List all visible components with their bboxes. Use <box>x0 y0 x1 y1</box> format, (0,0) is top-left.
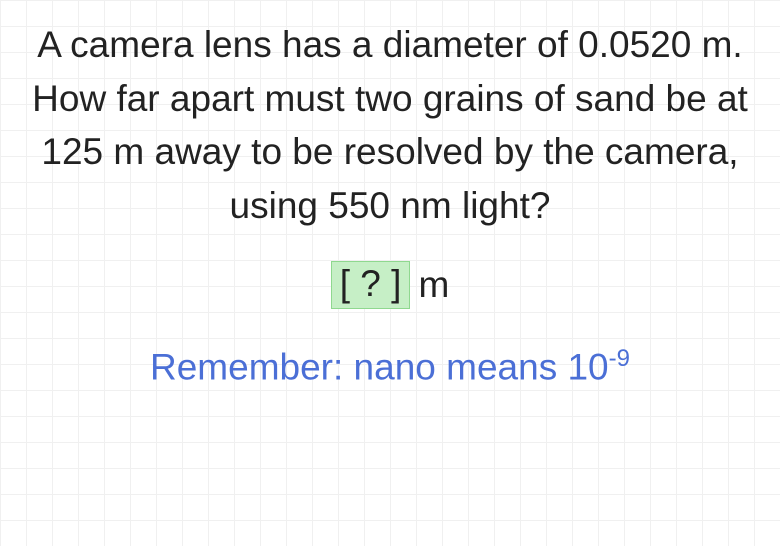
hint-text: Remember: nano means 10-9 <box>150 345 630 388</box>
hint-exponent: -9 <box>609 345 630 372</box>
answer-unit: m <box>418 264 449 306</box>
hint-prefix: Remember: nano means 10 <box>150 346 609 387</box>
answer-input-box[interactable]: [ ? ] <box>331 261 411 309</box>
question-text: A camera lens has a diameter of 0.0520 m… <box>10 18 770 233</box>
answer-row: [ ? ] m <box>331 261 450 309</box>
